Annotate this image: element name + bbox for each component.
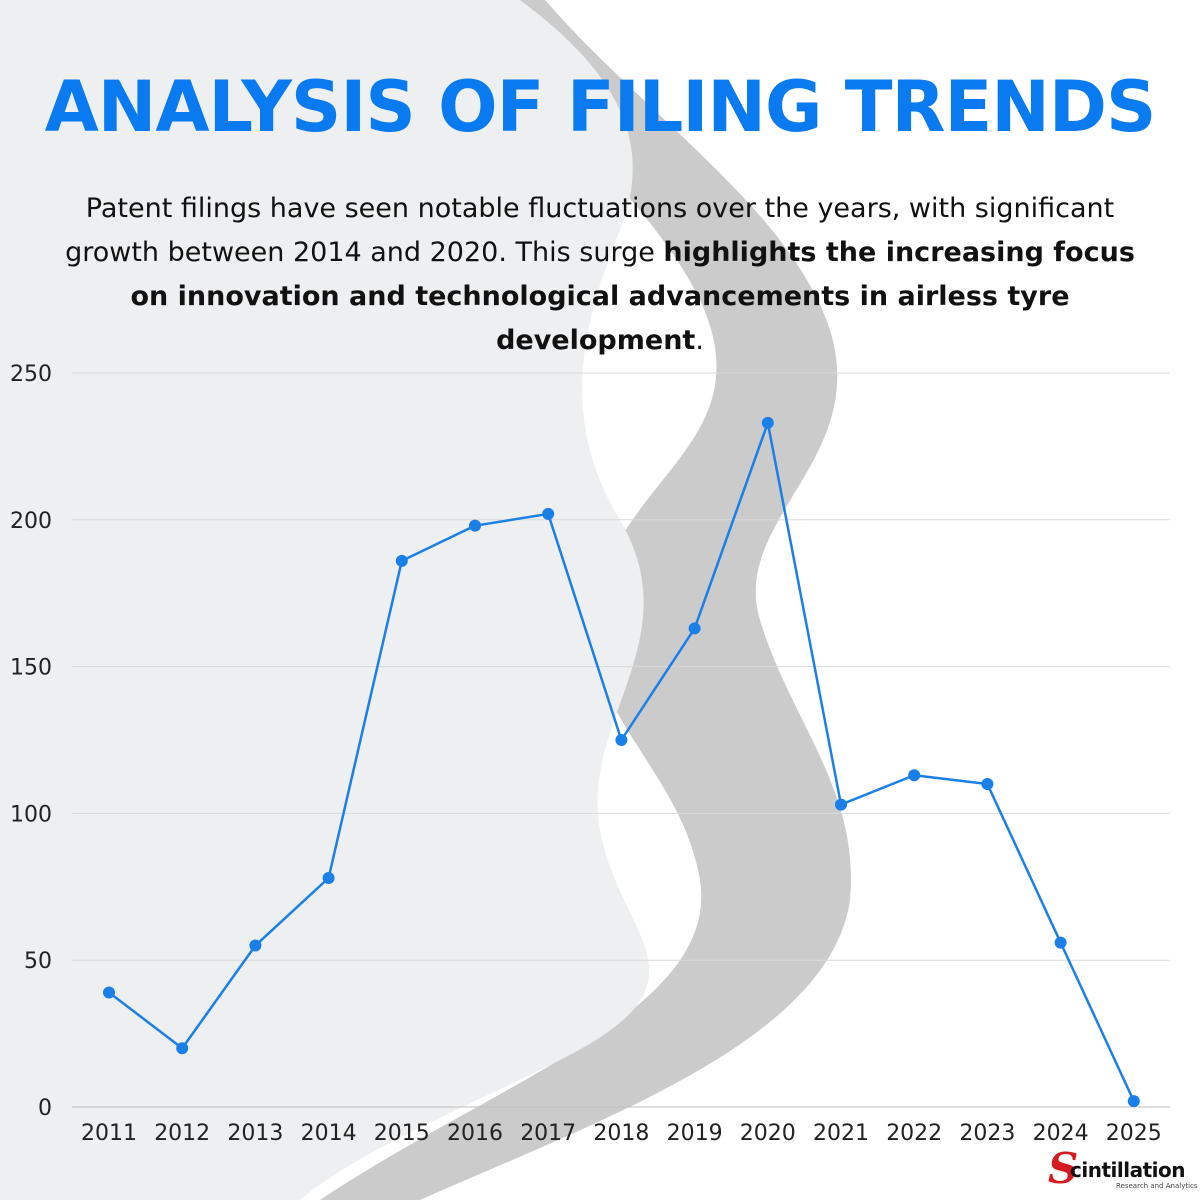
intro-paragraph: Patent filings have seen notable fluctua…: [60, 187, 1140, 363]
intro-bold-text: highlights the increasing focus on innov…: [130, 237, 1135, 356]
x-tick-label: 2011: [81, 1121, 137, 1146]
data-point-2021: [835, 798, 847, 811]
x-tick-label: 2012: [154, 1121, 210, 1146]
y-tick-label: 50: [24, 949, 52, 974]
x-tick-label: 2018: [593, 1121, 649, 1146]
y-tick-label: 150: [10, 656, 52, 681]
data-point-2013: [249, 939, 262, 952]
y-tick-label: 0: [38, 1096, 52, 1121]
y-tick-label: 100: [10, 802, 52, 827]
y-tick-label: 250: [10, 362, 52, 387]
data-point-2025: [1127, 1095, 1140, 1108]
x-tick-label: 2021: [813, 1121, 869, 1146]
gridlines: [72, 372, 1170, 1108]
data-point-2014: [322, 871, 335, 884]
x-axis-ticks: 2011 2012 2013 2014 2015 2016 2017 2018 2019 2020…: [81, 1121, 1162, 1146]
logo-initial: S: [1048, 1144, 1079, 1193]
x-tick-label: 2019: [667, 1121, 723, 1146]
x-tick-label: 2023: [959, 1121, 1015, 1146]
x-tick-label: 2014: [301, 1121, 357, 1146]
data-point-2019: [688, 622, 701, 635]
background-shadow-shape: [320, 0, 851, 1200]
x-tick-label: 2013: [227, 1121, 283, 1146]
y-axis-ticks: 0 50 100 150 200 250: [10, 362, 52, 1121]
data-point-2018: [615, 734, 628, 746]
data-point-2016: [469, 519, 481, 532]
x-tick-label: 2017: [520, 1121, 576, 1146]
intro-end-text: .: [695, 325, 704, 356]
data-point-2012: [176, 1042, 189, 1055]
series-filings: [103, 416, 1140, 1108]
x-tick-label: 2015: [374, 1121, 430, 1146]
series-line: [108, 421, 1135, 1102]
data-point-2023: [981, 778, 994, 791]
page-title: ANALYSIS OF FILING TRENDS: [44, 66, 1157, 148]
data-point-2022: [908, 769, 921, 782]
x-tick-label: 2024: [1033, 1121, 1089, 1146]
intro-plain-text: Patent filings have seen notable fluctua…: [65, 193, 1115, 268]
data-point-2015: [395, 554, 408, 567]
x-tick-label: 2020: [740, 1121, 796, 1146]
logo-tagline: Research and Analytics: [1116, 1182, 1198, 1190]
x-tick-label: 2025: [1106, 1121, 1162, 1146]
logo-wordmark: cintillation: [1070, 1158, 1185, 1182]
y-tick-label: 200: [10, 509, 52, 534]
data-point-2011: [103, 986, 115, 999]
data-point-2017: [542, 507, 555, 520]
x-tick-label: 2022: [886, 1121, 942, 1146]
scintillation-logo: S cintillation Research and Analytics: [1048, 1148, 1198, 1196]
x-tick-label: 2016: [447, 1121, 503, 1146]
data-point-2024: [1054, 936, 1067, 949]
background-light-shape: [0, 0, 650, 1200]
data-point-2020: [761, 416, 774, 429]
